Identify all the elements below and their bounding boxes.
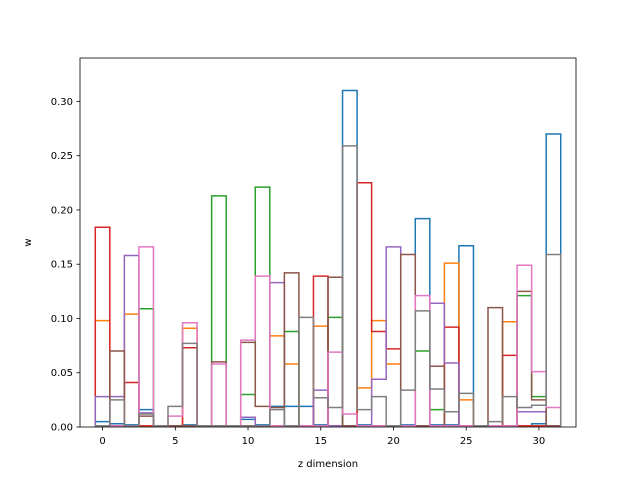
y-tick-label: 0.00 [51,423,73,434]
x-tick-label: 5 [172,436,178,447]
y-tick-label: 0.20 [51,205,73,216]
y-tick-label: 0.10 [51,314,73,325]
y-tick-label: 0.30 [51,97,73,108]
x-axis: 0 5 10 15 20 25 30 [99,427,545,447]
series-7-step-line [94,145,562,427]
x-axis-label: z dimension [298,459,358,470]
y-tick-label: 0.25 [51,151,73,162]
plot-series [94,89,562,427]
x-tick-label: 0 [99,436,105,447]
plot-frame [79,57,577,428]
y-tick-label: 0.05 [51,368,73,379]
x-tick-label: 20 [387,436,400,447]
y-tick-label: 0.15 [51,260,73,271]
x-tick-label: 30 [533,436,546,447]
x-tick-label: 25 [460,436,473,447]
x-tick-label: 10 [242,436,255,447]
y-axis: 0.00 0.05 0.10 0.15 0.20 0.25 0.30 [51,97,80,434]
x-tick-label: 15 [314,436,327,447]
y-axis-label: w [23,238,34,246]
